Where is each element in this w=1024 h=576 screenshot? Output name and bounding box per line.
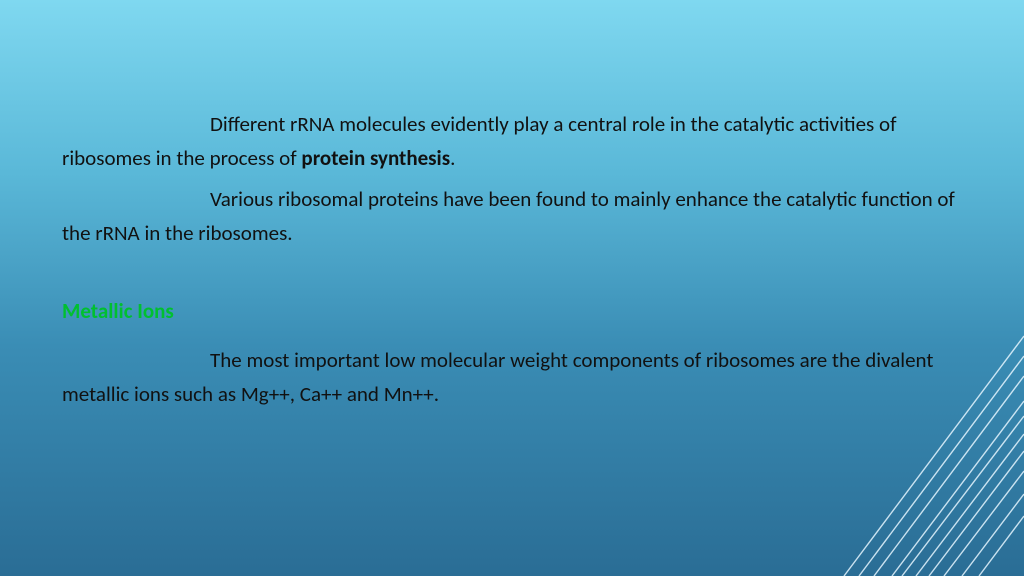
- paragraph-1-post: .: [450, 145, 455, 171]
- paragraph-2: Various ribosomal proteins have been fou…: [62, 183, 964, 250]
- paragraph-1-bold: protein synthesis: [301, 145, 450, 171]
- paragraph-3-text: The most important low molecular weight …: [62, 347, 933, 407]
- paragraph-1-pre: Different rRNA molecules evidently play …: [62, 111, 896, 171]
- slide: Different rRNA molecules evidently play …: [0, 0, 1024, 576]
- section-heading: Metallic Ions: [62, 298, 964, 324]
- paragraph-3: The most important low molecular weight …: [62, 344, 964, 411]
- paragraph-1: Different rRNA molecules evidently play …: [62, 108, 964, 175]
- paragraph-2-text: Various ribosomal proteins have been fou…: [62, 186, 955, 246]
